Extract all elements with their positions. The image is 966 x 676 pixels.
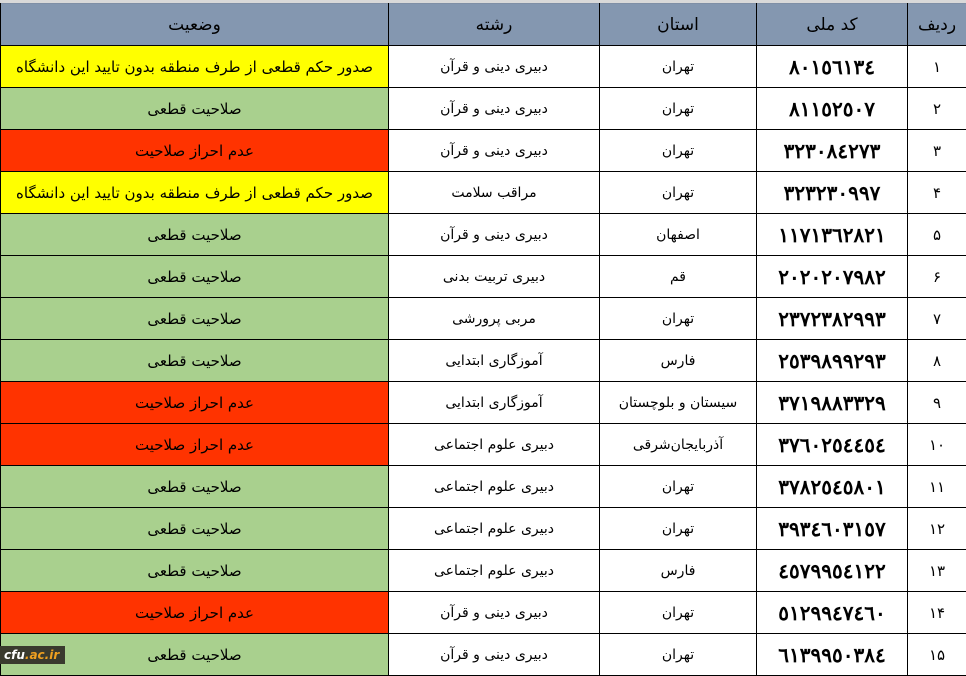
header-national-code: کد ملی xyxy=(757,4,908,46)
province-cell: سیستان و بلوچستان xyxy=(600,382,757,424)
national-code-cell: ٨١١٥٢٥٠٧ xyxy=(757,88,908,130)
province-cell: تهران xyxy=(600,130,757,172)
field-cell: دبیری دینی و قرآن xyxy=(389,214,600,256)
row-number-cell: ۱۰ xyxy=(908,424,966,466)
row-number-cell: ۱۳ xyxy=(908,550,966,592)
header-row-number: ردیف xyxy=(908,4,966,46)
row-number-cell: ۸ xyxy=(908,340,966,382)
national-code-cell: ٣٢٣٠٨٤٢٧٣ xyxy=(757,130,908,172)
province-cell: تهران xyxy=(600,592,757,634)
national-code-cell: ٣٧٨٢٥٤٥٨٠١ xyxy=(757,466,908,508)
row-number-cell: ۹ xyxy=(908,382,966,424)
field-cell: آموزگاری ابتدایی xyxy=(389,340,600,382)
national-code-cell: ٣٩٣٤٦٠٣١٥٧ xyxy=(757,508,908,550)
status-cell: عدم احراز صلاحیت xyxy=(1,382,389,424)
row-number-cell: ۱۲ xyxy=(908,508,966,550)
row-number-cell: ۴ xyxy=(908,172,966,214)
row-number-cell: ۱۴ xyxy=(908,592,966,634)
province-cell: فارس xyxy=(600,550,757,592)
status-cell: صلاحیت قطعی xyxy=(1,298,389,340)
province-cell: تهران xyxy=(600,508,757,550)
row-number-cell: ۲ xyxy=(908,88,966,130)
field-cell: دبیری دینی و قرآن xyxy=(389,88,600,130)
field-cell: دبیری علوم اجتماعی xyxy=(389,508,600,550)
status-cell: صلاحیت قطعی xyxy=(1,340,389,382)
field-cell: دبیری علوم اجتماعی xyxy=(389,550,600,592)
national-code-cell: ٥١٢٩٩٤٧٤٦٠ xyxy=(757,592,908,634)
header-province: استان xyxy=(600,4,757,46)
province-cell: قم xyxy=(600,256,757,298)
status-cell: صدور حکم قطعی از طرف منطقه بدون تایید ای… xyxy=(1,46,389,88)
field-cell: دبیری علوم اجتماعی xyxy=(389,466,600,508)
field-cell: مراقب سلامت xyxy=(389,172,600,214)
watermark-part1: cfu xyxy=(4,648,25,662)
status-cell: صدور حکم قطعی از طرف منطقه بدون تایید ای… xyxy=(1,172,389,214)
status-cell: صلاحیت قطعی xyxy=(1,508,389,550)
watermark-logo: cfu.ac.ir xyxy=(0,646,65,664)
province-cell: تهران xyxy=(600,172,757,214)
status-cell: عدم احراز صلاحیت xyxy=(1,130,389,172)
national-code-cell: ٣٢٣٢٣٠٩٩٧ xyxy=(757,172,908,214)
field-cell: دبیری دینی و قرآن xyxy=(389,634,600,676)
national-code-cell: ٨٠١٥٦١٣٤ xyxy=(757,46,908,88)
row-number-cell: ۵ xyxy=(908,214,966,256)
national-code-cell: ٢٣٧٢٣٨٢٩٩٣ xyxy=(757,298,908,340)
status-cell: عدم احراز صلاحیت xyxy=(1,592,389,634)
header-row: ردیف کد ملی استان رشته وضعیت xyxy=(1,4,966,46)
national-code-cell: ١١٧١٣٦٢٨٢١ xyxy=(757,214,908,256)
province-cell: آذربایجان‌شرقی xyxy=(600,424,757,466)
field-cell: مربی پرورشی xyxy=(389,298,600,340)
field-cell: دبیری دینی و قرآن xyxy=(389,592,600,634)
province-cell: تهران xyxy=(600,88,757,130)
status-cell: عدم احراز صلاحیت xyxy=(1,424,389,466)
province-cell: اصفهان xyxy=(600,214,757,256)
status-cell: صلاحیت قطعی xyxy=(1,466,389,508)
status-cell: صلاحیت قطعی xyxy=(1,550,389,592)
header-field: رشته xyxy=(389,4,600,46)
row-number-cell: ۶ xyxy=(908,256,966,298)
watermark-part2: .ac.ir xyxy=(25,648,59,662)
row-number-cell: ۱۱ xyxy=(908,466,966,508)
row-number-cell: ۷ xyxy=(908,298,966,340)
field-cell: دبیری دینی و قرآن xyxy=(389,130,600,172)
province-cell: تهران xyxy=(600,46,757,88)
status-cell: صلاحیت قطعی xyxy=(1,88,389,130)
national-code-cell: ٦١٣٩٩٥٠٣٨٤ xyxy=(757,634,908,676)
province-cell: تهران xyxy=(600,298,757,340)
status-cell: صلاحیت قطعی xyxy=(1,256,389,298)
field-cell: دبیری تربیت بدنی xyxy=(389,256,600,298)
national-code-cell: ٤٥٧٩٩٥٤١٢٢ xyxy=(757,550,908,592)
header-status: وضعیت xyxy=(1,4,389,46)
province-cell: فارس xyxy=(600,340,757,382)
national-code-cell: ٣٧٦٠٢٥٤٤٥٤ xyxy=(757,424,908,466)
national-code-cell: ٢٠٢٠٢٠٧٩٨٢ xyxy=(757,256,908,298)
field-cell: آموزگاری ابتدایی xyxy=(389,382,600,424)
row-number-cell: ۳ xyxy=(908,130,966,172)
status-cell: صلاحیت قطعی xyxy=(1,214,389,256)
province-cell: تهران xyxy=(600,634,757,676)
national-code-cell: ٢٥٣٩٨٩٩٢٩٣ xyxy=(757,340,908,382)
field-cell: دبیری دینی و قرآن xyxy=(389,46,600,88)
field-cell: دبیری علوم اجتماعی xyxy=(389,424,600,466)
province-cell: تهران xyxy=(600,466,757,508)
national-code-cell: ٣٧١٩٨٨٣٣٢٩ xyxy=(757,382,908,424)
row-number-cell: ۱ xyxy=(908,46,966,88)
row-number-cell: ۱۵ xyxy=(908,634,966,676)
